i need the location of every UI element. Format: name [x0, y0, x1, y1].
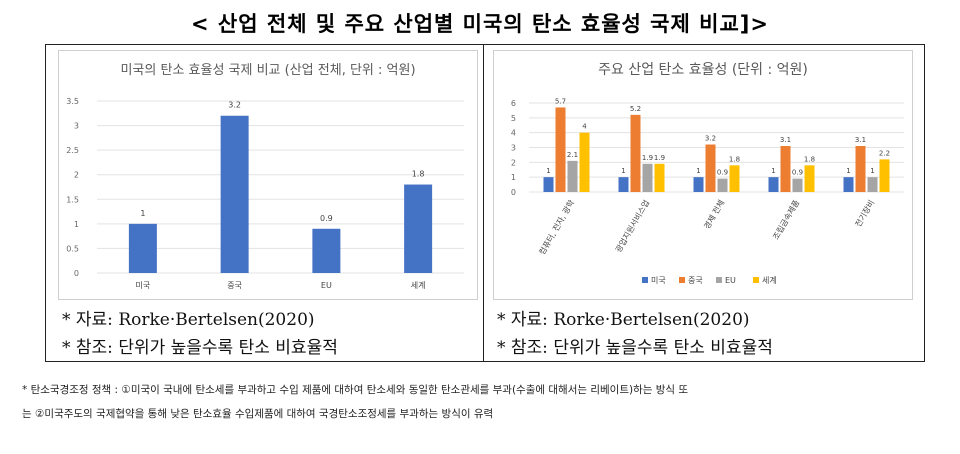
y-tick-label: 0 — [74, 269, 79, 278]
data-label: 1.9 — [642, 154, 653, 162]
bar — [792, 178, 803, 192]
y-tick-label: 5 — [511, 114, 516, 123]
data-label: 2.1 — [567, 151, 578, 159]
bar — [780, 146, 791, 192]
data-label: 2.2 — [879, 149, 890, 157]
legend-swatch — [753, 277, 759, 283]
bar — [855, 146, 866, 192]
y-tick-label: 2 — [511, 158, 516, 167]
y-tick-label: 1 — [511, 173, 516, 182]
data-label: 3.1 — [855, 136, 866, 144]
bar — [654, 163, 665, 192]
y-tick-label: 3.5 — [66, 97, 79, 106]
y-tick-label: 0.5 — [66, 244, 79, 253]
data-label: 3.2 — [705, 135, 716, 143]
bar — [693, 177, 704, 192]
y-tick-label: 1.5 — [66, 195, 79, 204]
data-label: 1 — [870, 167, 874, 175]
data-label: 5.2 — [630, 105, 641, 113]
y-tick-label: 3 — [74, 122, 79, 131]
bar — [543, 177, 554, 192]
data-label: 0.9 — [320, 214, 333, 223]
bar — [804, 165, 815, 192]
data-label: 1.9 — [654, 154, 665, 162]
bar — [128, 223, 157, 273]
bar — [867, 177, 878, 192]
right-reference-note: * 참조: 단위가 높을수록 탄소 비효율적 — [497, 338, 773, 358]
data-label: 0.9 — [717, 169, 728, 177]
bar — [717, 178, 728, 192]
legend-swatch — [642, 277, 648, 283]
bar — [567, 160, 578, 192]
x-tick-label: 컴퓨터, 전자, 광학 — [537, 197, 577, 256]
figure-frame — [45, 44, 925, 362]
bar — [879, 159, 890, 192]
data-label: 1 — [771, 167, 775, 175]
left-chart-title: 미국의 탄소 효율성 국제 비교 (산업 전체, 단위 : 억원) — [120, 63, 416, 78]
footnote-line-2: 는 ②미국주도의 국제협약을 통해 낮은 탄소효율 수입제품에 대하여 국경탄소… — [22, 408, 494, 420]
legend-label: 중국 — [688, 276, 703, 285]
right-chart-title: 주요 산업 탄소 효율성 (단위 : 억원) — [598, 62, 808, 78]
bar — [630, 114, 641, 192]
data-label: 3.1 — [780, 136, 791, 144]
bar — [220, 115, 249, 273]
data-label: 1.8 — [804, 155, 815, 163]
data-label: 1 — [621, 167, 625, 175]
legend-swatch — [679, 277, 685, 283]
left-bar-chart: 0 0.5 1 1.5 2 2.5 3 3.5 1 미국 3.2 중국 0.9 EU 1.8 세계 — [66, 97, 464, 290]
bar — [642, 163, 653, 192]
data-label: 0.9 — [792, 169, 803, 177]
bar — [768, 177, 779, 192]
data-label: 1 — [696, 167, 700, 175]
x-tick-label: 조립금속제품 — [771, 199, 801, 242]
bar — [579, 132, 590, 192]
data-label: 3.2 — [228, 101, 241, 110]
x-tick-label: 중국 — [227, 281, 242, 290]
left-chart-panel: 미국의 탄소 효율성 국제 비교 (산업 전체, 단위 : 억원) 0 0.5 1 1… — [58, 50, 478, 300]
y-tick-label: 6 — [511, 99, 516, 108]
data-label: 4 — [582, 123, 587, 131]
bar — [555, 107, 566, 192]
data-label: 5.7 — [555, 97, 566, 105]
data-label: 1.8 — [729, 155, 740, 163]
data-label: 1.8 — [412, 170, 425, 179]
right-source-note: * 자료: Rorke·Bertelsen(2020) — [497, 310, 750, 330]
y-tick-label: 3 — [511, 144, 516, 153]
footnote-line-1: * 탄소국경조정 정책 : ①미국이 국내에 탄소세를 부과하고 수입 제품에 … — [22, 384, 689, 396]
page-title: < 산업 전체 및 주요 산업별 미국의 탄소 효율성 국제 비교]> — [191, 12, 769, 36]
bar — [705, 144, 716, 192]
x-tick-label: 세계 — [411, 280, 426, 290]
data-label: 1 — [546, 167, 550, 175]
bar — [843, 177, 854, 192]
legend-label: EU — [725, 276, 736, 285]
x-tick-label: 전기장비 — [853, 198, 876, 229]
frame-divider — [483, 44, 484, 362]
y-tick-label: 4 — [511, 129, 516, 138]
left-reference-note: * 참조: 단위가 높을수록 탄소 비효율적 — [62, 338, 338, 358]
bar — [404, 184, 433, 273]
legend-label: 미국 — [651, 276, 666, 285]
x-tick-label: EU — [321, 281, 332, 290]
legend-swatch — [716, 277, 722, 283]
legend-label: 세계 — [762, 275, 777, 285]
data-label: 1 — [140, 209, 145, 218]
y-tick-label: 2 — [74, 171, 79, 180]
y-tick-label: 1 — [74, 220, 79, 229]
bar — [729, 165, 740, 192]
x-tick-label: 경제 전체 — [702, 198, 727, 231]
data-label: 1 — [846, 167, 850, 175]
right-grouped-bar-chart: 0 1 2 3 4 5 6 1 5.7 2.1 4 컴퓨터, 전자, 광학 1 5.2 1.9 1.9 광업지원… — [511, 97, 904, 285]
x-tick-label: 미국 — [136, 281, 151, 290]
x-tick-label: 광업지원서비스업 — [613, 198, 651, 254]
bar — [618, 177, 629, 192]
bar — [312, 228, 341, 273]
y-tick-label: 2.5 — [66, 146, 79, 155]
left-source-note: * 자료: Rorke·Bertelsen(2020) — [62, 310, 315, 330]
y-tick-label: 0 — [511, 188, 516, 197]
right-chart-panel: 주요 산업 탄소 효율성 (단위 : 억원) 0 1 2 3 4 5 6 1 5.7 2.1 4 컴퓨… — [493, 50, 913, 300]
